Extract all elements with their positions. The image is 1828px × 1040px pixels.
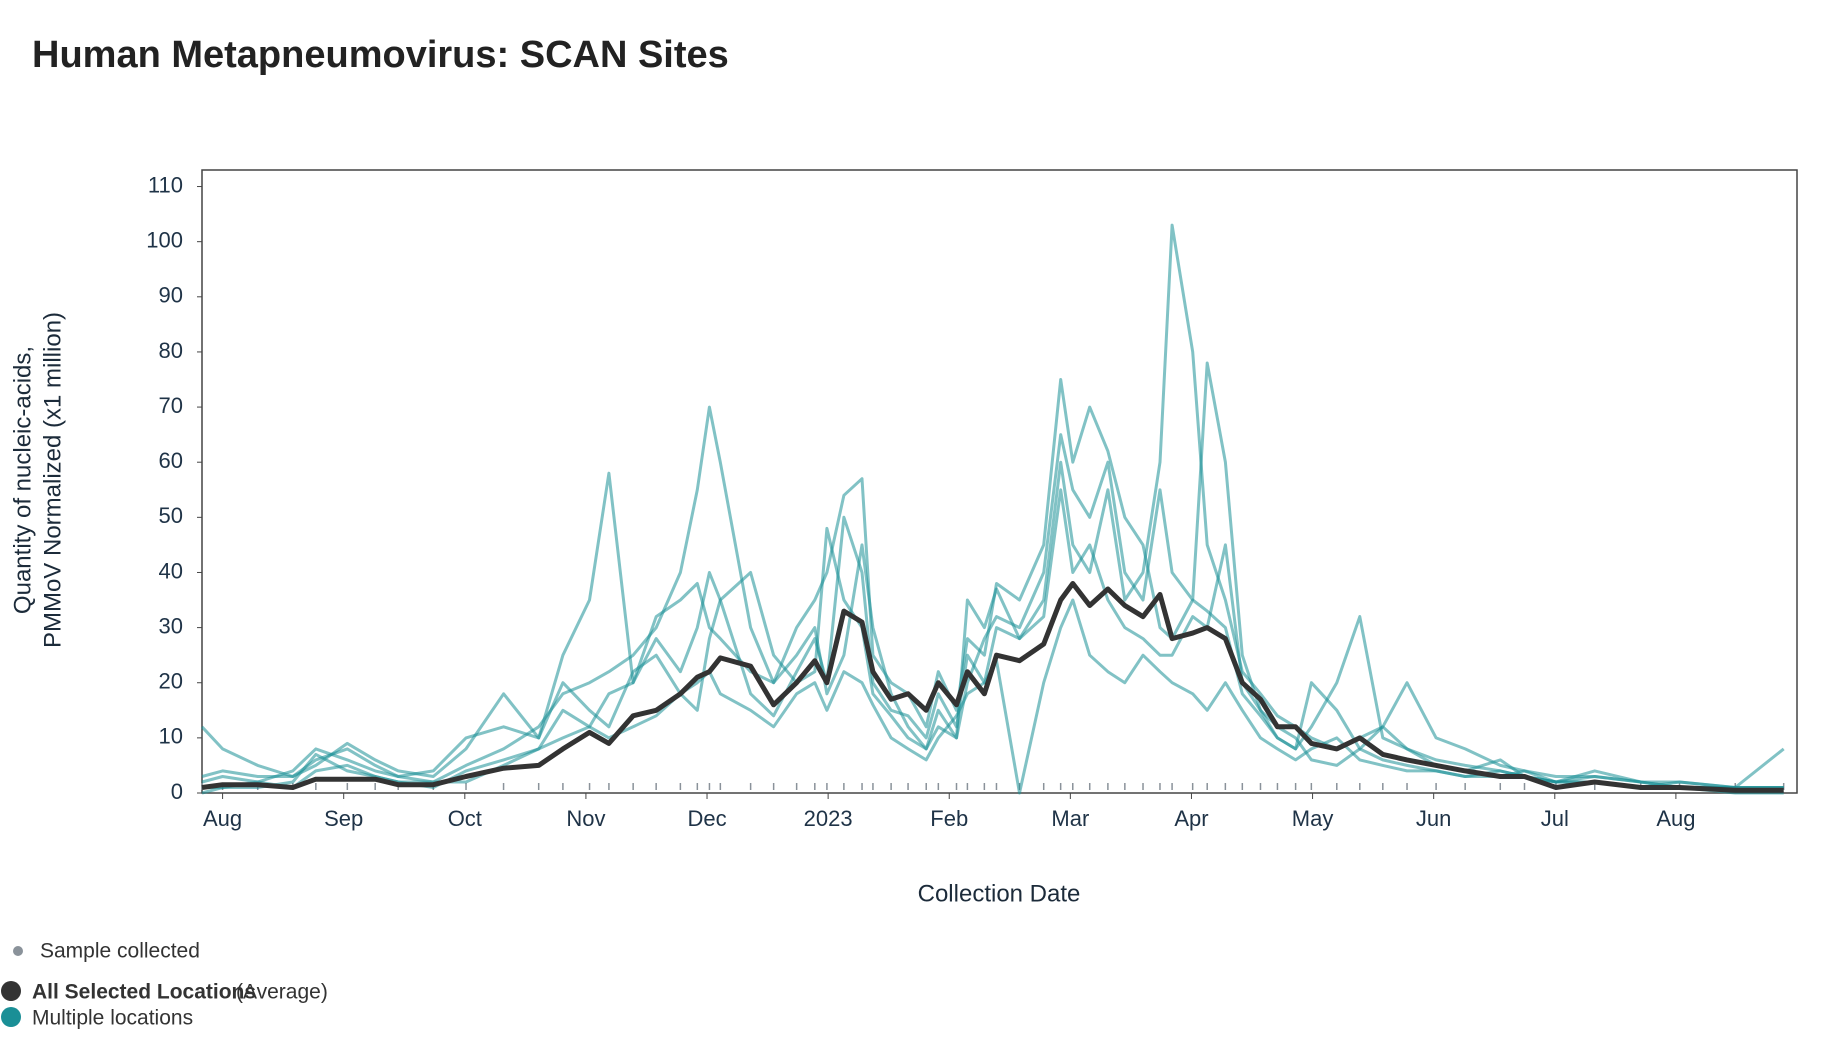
y-axis-title-line: Quantity of nucleic-acids, — [9, 346, 36, 614]
x-tick-label: Jul — [1541, 806, 1569, 831]
y-tick-label: 60 — [159, 448, 183, 473]
x-tick-label: Sep — [324, 806, 363, 831]
plot-frame — [201, 169, 1798, 794]
legend-note: (Average) — [236, 981, 328, 1004]
y-axis-title: Quantity of nucleic-acids, PMMoV Normali… — [9, 312, 66, 648]
x-tick-label: May — [1292, 806, 1334, 831]
location-line — [200, 223, 1785, 789]
y-tick-label: 70 — [159, 393, 183, 418]
x-tick-label: Feb — [930, 806, 968, 831]
legend-swatch — [1, 1007, 21, 1027]
x-tick-label: Mar — [1051, 806, 1089, 831]
x-tick-label: Nov — [566, 806, 605, 831]
legend-swatch — [13, 946, 23, 956]
location-line — [201, 361, 1784, 789]
average-line — [201, 581, 1784, 793]
y-tick-label: 110 — [148, 172, 183, 197]
y-tick-label: 50 — [159, 503, 183, 528]
y-tick-label: 100 — [146, 227, 183, 252]
y-tick-label: 80 — [159, 338, 183, 363]
x-tick-label: Oct — [448, 806, 482, 831]
legend-swatch — [1, 981, 21, 1001]
location-line — [201, 488, 1784, 789]
legend-label: Sample collected — [40, 940, 200, 963]
x-tick-label: Aug — [203, 806, 242, 831]
x-tick-label: Jun — [1416, 806, 1451, 831]
y-tick-label: 30 — [159, 613, 183, 638]
legend-label: All Selected Locations — [32, 981, 256, 1004]
y-tick-label: 40 — [159, 558, 183, 583]
legend-label: Multiple locations — [32, 1007, 193, 1030]
x-axis-title: Collection Date — [918, 880, 1081, 907]
y-tick-label: 0 — [171, 779, 183, 804]
location-line — [201, 378, 1784, 795]
location-line — [202, 598, 1784, 795]
x-tick-label: Apr — [1174, 806, 1208, 831]
y-axis-title-line: PMMoV Normalized (x1 million) — [39, 312, 66, 648]
y-tick-label: 90 — [159, 283, 183, 308]
y-tick-label: 10 — [159, 724, 183, 749]
x-tick-label: Aug — [1656, 806, 1695, 831]
x-tick-label: Dec — [687, 806, 726, 831]
chart-title: Human Metapneumovirus: SCAN Sites — [32, 34, 729, 76]
y-tick-label: 20 — [159, 669, 183, 694]
x-tick-label: 2023 — [804, 806, 853, 831]
